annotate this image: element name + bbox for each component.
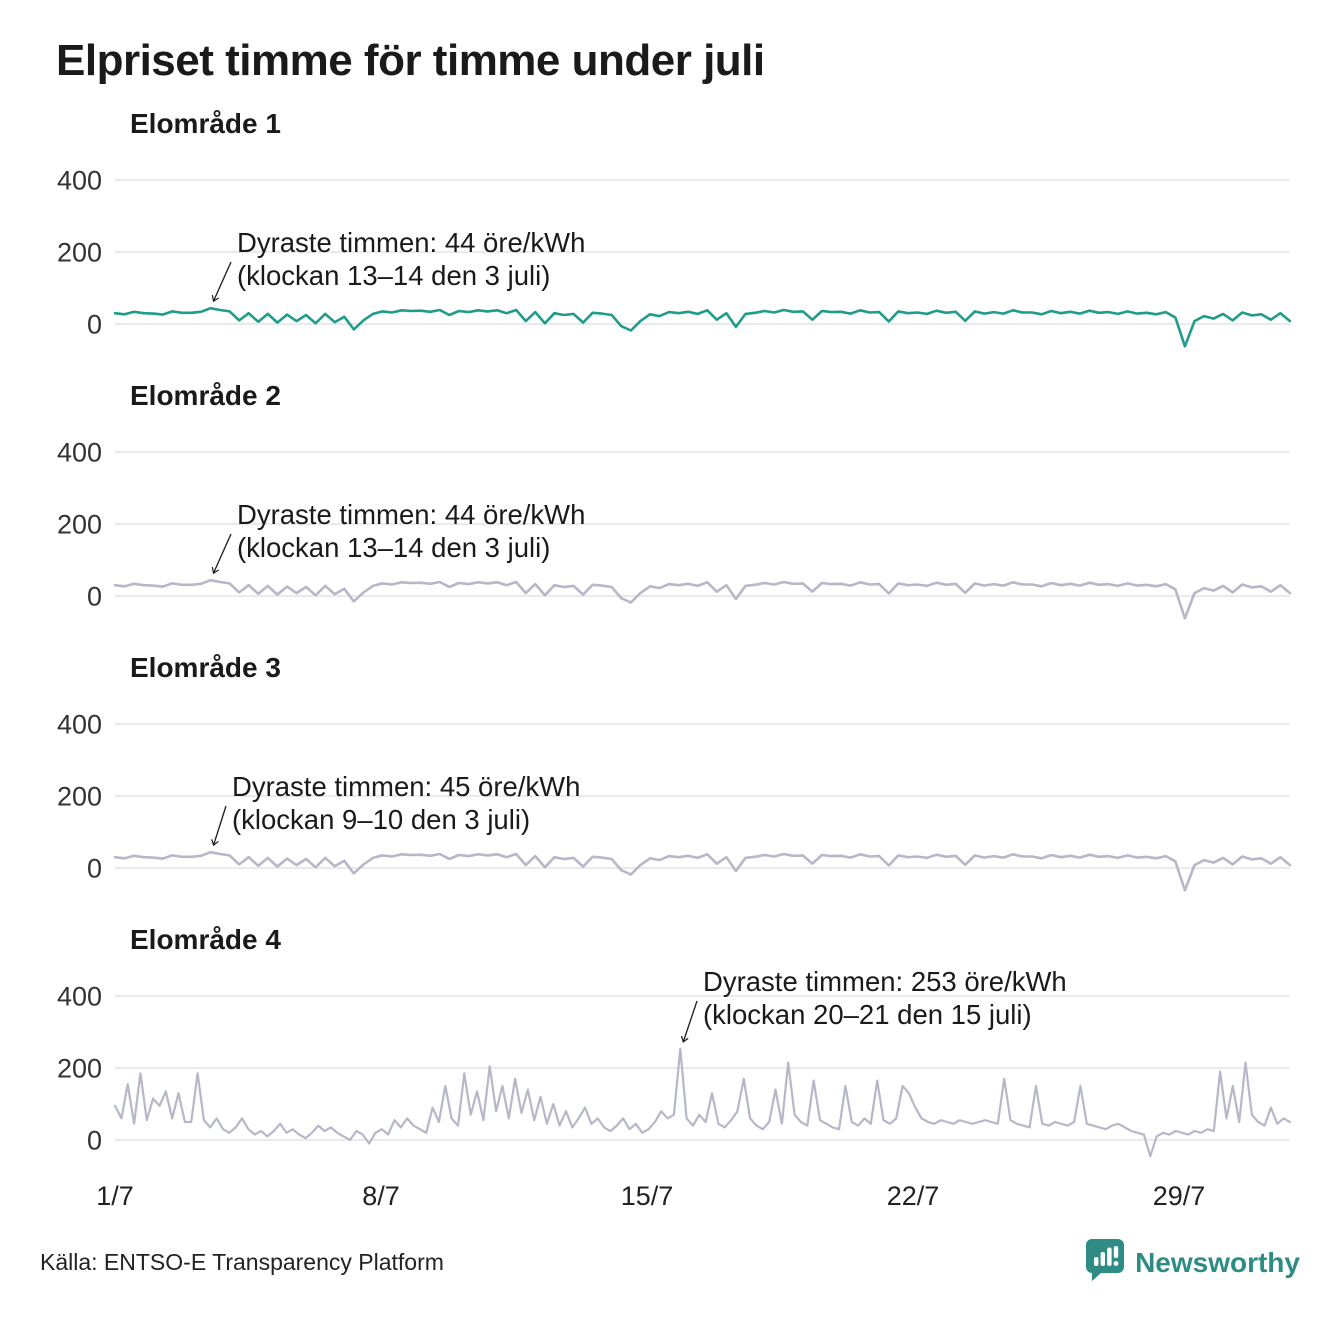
chart-canvas: 400 200 0 Dyraste timmen: 44 öre/kWh(klocka… (57, 438, 1292, 620)
x-tick-label: 8/7 (362, 1181, 400, 1211)
chart-block-elomrade-2: Elområde 2 400 200 0 Dyraste timmen: 44 öre… (40, 380, 1300, 628)
annotation-arrow (211, 533, 232, 575)
y-tick-label: 200 (57, 1054, 102, 1084)
line-chart-elomrade-3: 400 200 0 Dyraste timmen: 45 öre/kWh (klocka… (40, 704, 1300, 900)
x-tick-label: 29/7 (1153, 1181, 1206, 1211)
y-tick-label: 0 (87, 310, 102, 340)
annotation-line1: Dyraste timmen: 44 öre/kWh (237, 499, 585, 530)
page: Elpriset timme för timme under juli Elom… (40, 36, 1300, 1287)
annotation-arrow (211, 261, 232, 303)
chart-canvas: 400 200 0 Dyraste timmen: 44 öre/kWh(klocka… (57, 166, 1292, 348)
x-tick-label: 22/7 (887, 1181, 940, 1211)
annotation-line1: Dyraste timmen: 44 öre/kWh (237, 227, 585, 258)
y-tick-label: 200 (57, 782, 102, 812)
price-line (113, 850, 1292, 892)
chart-block-elomrade-1: Elområde 1 400 200 0 Dyraste timmen: 44 öre… (40, 108, 1300, 356)
annotation-arrow (680, 1000, 698, 1043)
annotation-line2: (klockan 20–21 den 15 juli) (703, 999, 1032, 1030)
price-line (113, 306, 1292, 348)
x-tick-label: 15/7 (621, 1181, 674, 1211)
y-tick-label: 400 (57, 982, 102, 1012)
newsworthy-logo-icon (1085, 1238, 1125, 1287)
price-line (113, 1047, 1292, 1158)
price-line (113, 578, 1292, 620)
page-title: Elpriset timme för timme under juli (56, 36, 765, 85)
source-attribution: Källa: ENTSO-E Transparency Platform (40, 1249, 444, 1275)
line-chart-elomrade-4: 400 200 0 Dyraste timmen: 253 öre/kWh (klock… (40, 966, 1300, 1214)
annotation-line2: (klockan 13–14 den 3 juli) (237, 532, 550, 563)
line-chart-elomrade-2: 400 200 0 Dyraste timmen: 44 öre/kWh (klocka… (40, 432, 1300, 628)
newsworthy-wordmark: Newsworthy (1135, 1246, 1300, 1278)
chart-subtitle: Elområde 4 (130, 924, 281, 955)
annotation-line1: Dyraste timmen: 45 öre/kWh (232, 771, 580, 802)
chart-subtitle: Elområde 2 (130, 380, 281, 411)
annotation-line2: (klockan 13–14 den 3 juli) (237, 260, 550, 291)
y-tick-label: 0 (87, 1126, 102, 1156)
y-tick-label: 200 (57, 510, 102, 540)
annotation-arrow (211, 805, 227, 847)
annotation-line1: Dyraste timmen: 253 öre/kWh (703, 966, 1067, 997)
chart-subtitle: Elområde 1 (130, 108, 281, 139)
chart-block-elomrade-3: Elområde 3 400 200 0 Dyraste timmen: 45 öre… (40, 652, 1300, 900)
y-tick-label: 0 (87, 854, 102, 884)
x-tick-label: 1/7 (96, 1181, 134, 1211)
annotation-line2: (klockan 9–10 den 3 juli) (232, 804, 530, 835)
y-tick-label: 200 (57, 238, 102, 268)
y-tick-label: 400 (57, 710, 102, 740)
footer: Källa: ENTSO-E Transparency Platform New… (40, 1238, 1300, 1287)
chart-canvas: 400 200 0 Dyraste timmen: 253 öre/kWh(klock… (57, 966, 1292, 1211)
y-tick-label: 400 (57, 166, 102, 196)
chart-canvas: 400 200 0 Dyraste timmen: 45 öre/kWh(klocka… (57, 710, 1292, 892)
chart-block-elomrade-4: Elområde 4 400 200 0 Dyraste timmen: 253 ör… (40, 924, 1300, 1214)
y-tick-label: 400 (57, 438, 102, 468)
line-chart-elomrade-1: 400 200 0 Dyraste timmen: 44 öre/kWh (klocka… (40, 160, 1300, 356)
y-tick-label: 0 (87, 582, 102, 612)
chart-subtitle: Elområde 3 (130, 652, 281, 683)
newsworthy-brand: Newsworthy (1085, 1238, 1300, 1287)
